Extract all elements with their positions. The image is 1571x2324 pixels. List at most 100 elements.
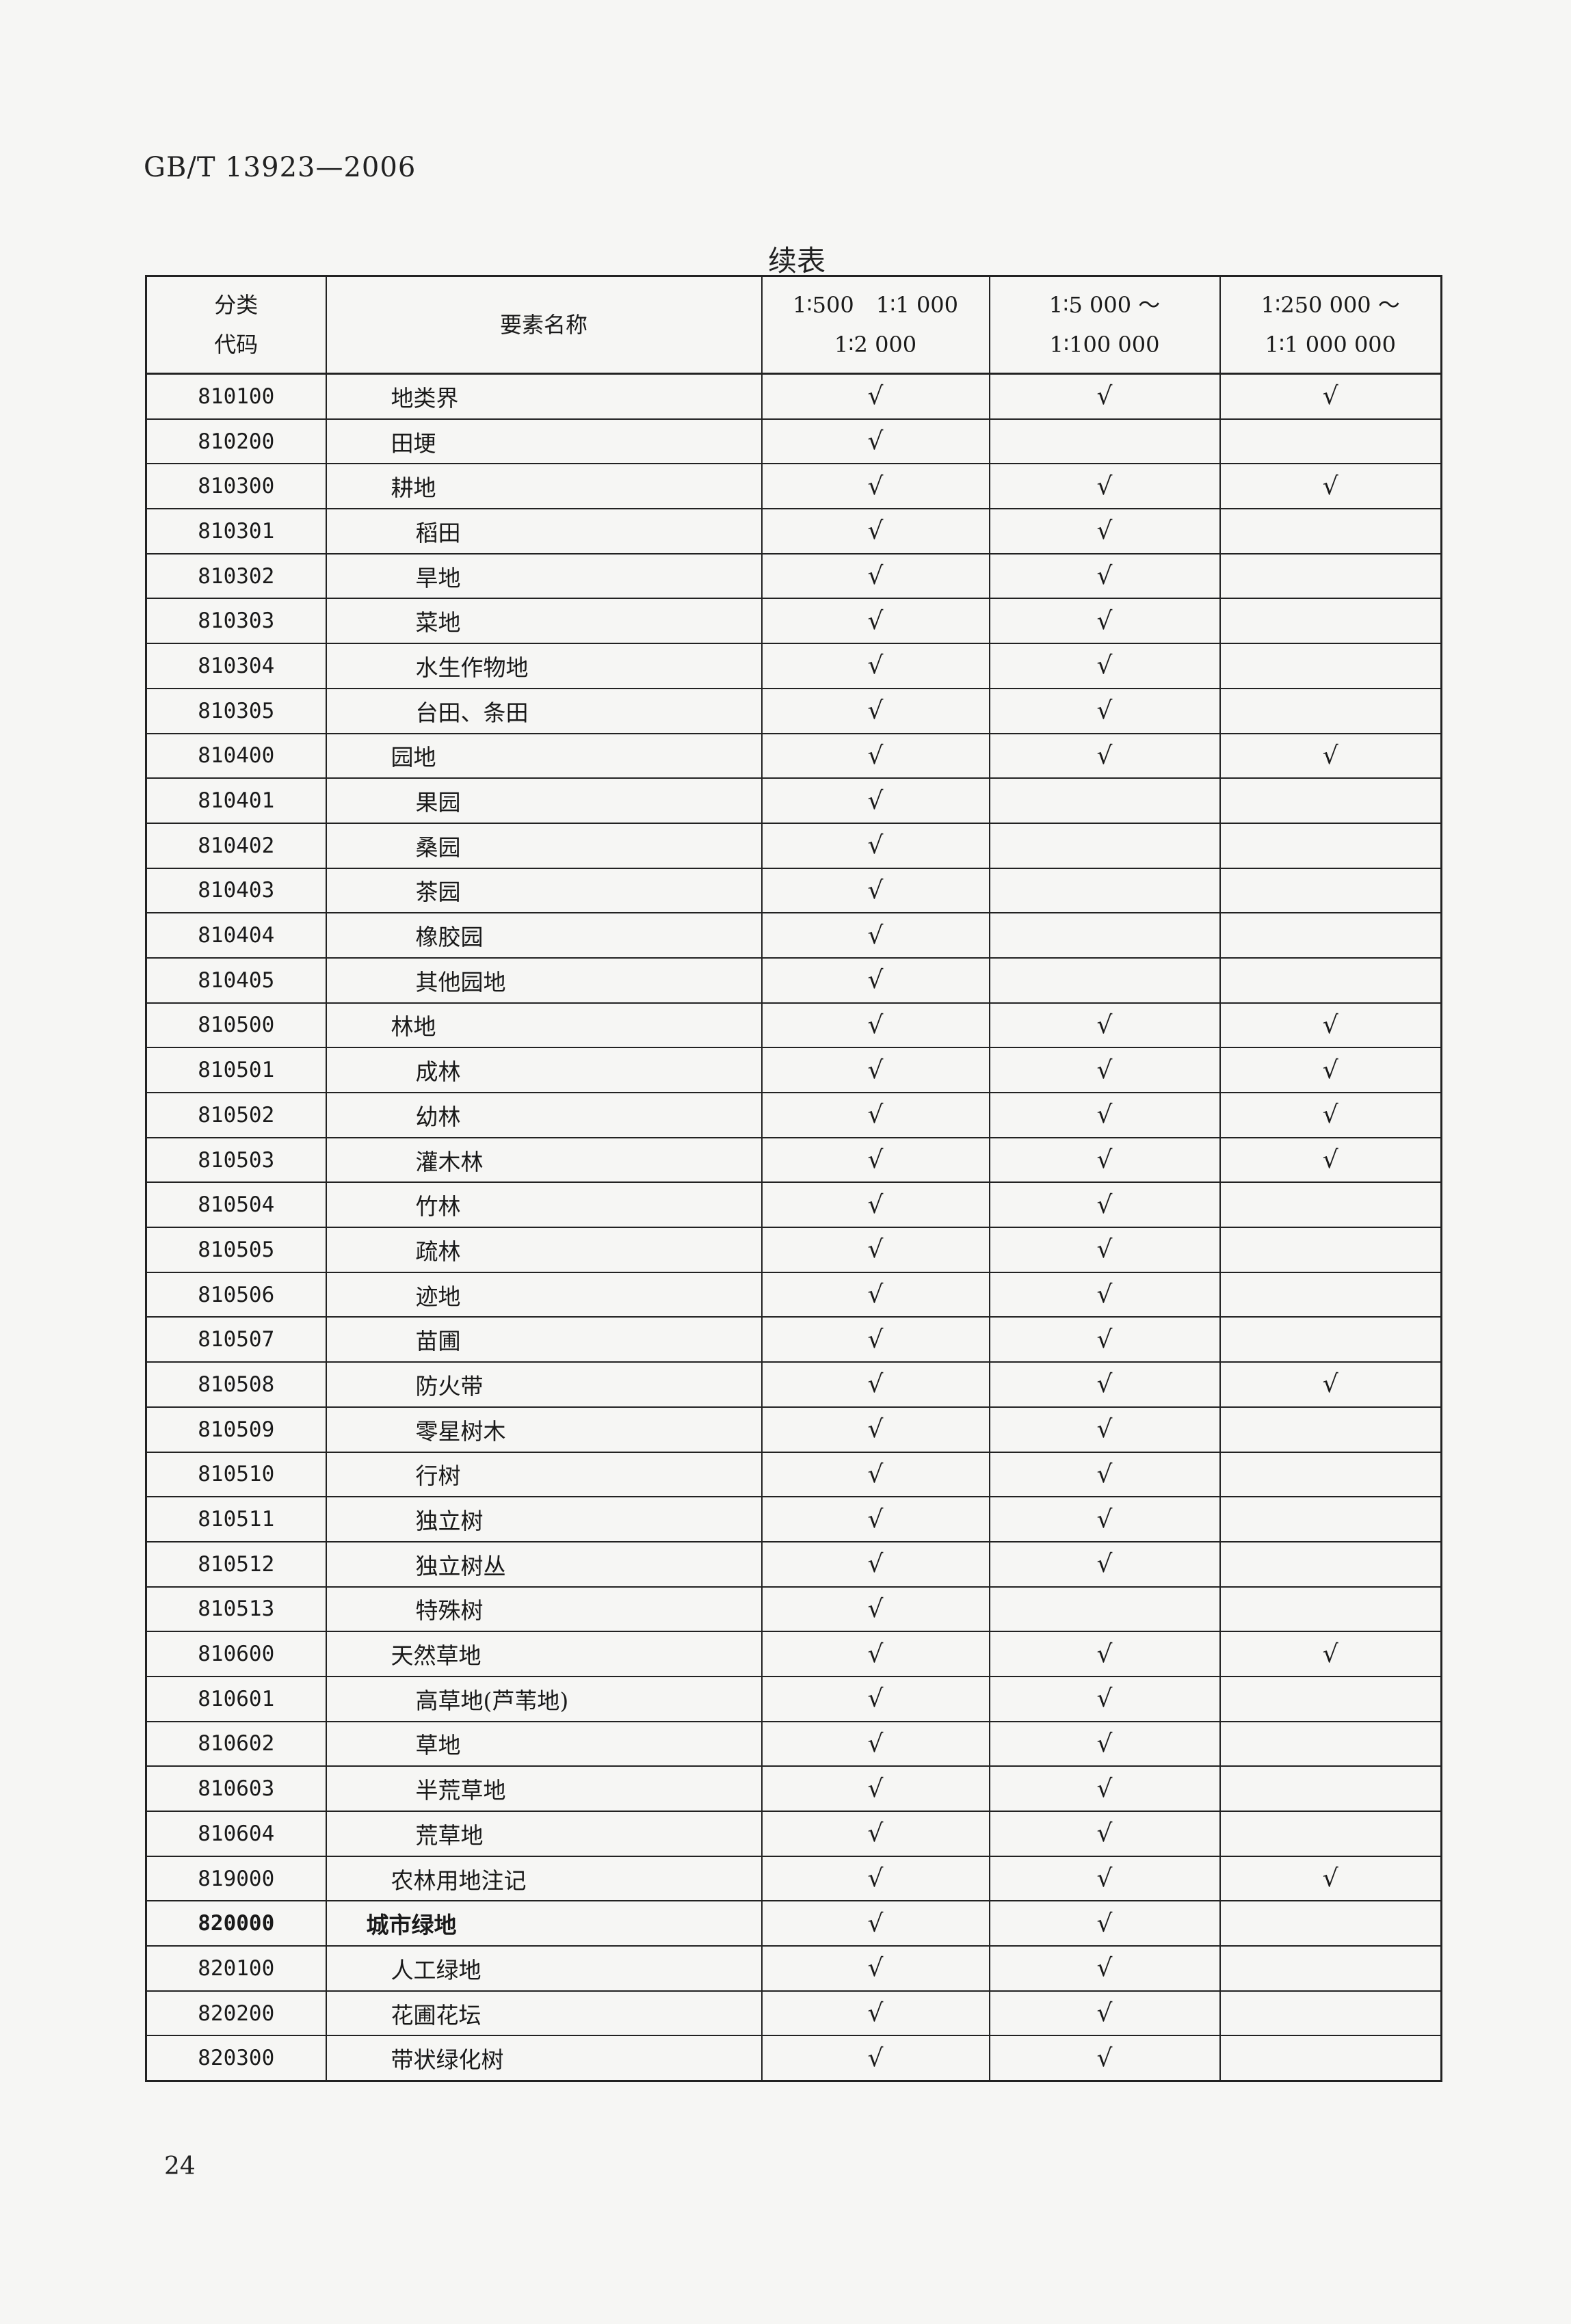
table-row: 810305 台田、条田 √ √ bbox=[145, 687, 1442, 734]
code-cell: 810604 bbox=[145, 1811, 327, 1857]
table-row: 810512 独立树丛 √ √ bbox=[145, 1540, 1442, 1588]
name-cell: 园地 bbox=[325, 732, 763, 779]
code-cell: 810506 bbox=[145, 1271, 327, 1318]
table-row: 810501 成林 √ √ √ bbox=[145, 1047, 1442, 1093]
code-cell: 820200 bbox=[145, 1990, 327, 2037]
mark-scale-large: √ bbox=[761, 1496, 990, 1542]
table-row: 810401 果园 √ bbox=[145, 777, 1442, 824]
mark-scale-medium: √ bbox=[988, 1990, 1221, 2037]
code-cell: 810601 bbox=[145, 1675, 327, 1722]
mark-scale-small bbox=[1219, 1540, 1442, 1588]
code-cell: 810400 bbox=[145, 732, 327, 779]
table-row: 810602 草地 √ √ bbox=[145, 1720, 1442, 1767]
name-cell: 橡胶园 bbox=[325, 912, 763, 959]
mark-scale-large: √ bbox=[761, 418, 990, 465]
name-cell: 人工绿地 bbox=[325, 1945, 763, 1992]
mark-scale-small bbox=[1219, 1496, 1442, 1542]
feature-classification-table: 分类 代码 要素名称 1∶500 1∶1 000 1∶2 000 1∶5 000… bbox=[145, 275, 1442, 2083]
code-cell: 810200 bbox=[145, 418, 327, 465]
mark-scale-medium: √ bbox=[988, 1227, 1221, 1273]
name-cell: 独立树丛 bbox=[325, 1540, 763, 1588]
table-row: 810507 苗圃 √ √ bbox=[145, 1316, 1442, 1363]
name-cell: 防火带 bbox=[325, 1361, 763, 1408]
mark-scale-large: √ bbox=[761, 1092, 990, 1138]
table-header-row: 分类 代码 要素名称 1∶500 1∶1 000 1∶2 000 1∶5 000… bbox=[145, 275, 1442, 375]
mark-scale-small: √ bbox=[1219, 373, 1442, 420]
code-cell: 810501 bbox=[145, 1047, 327, 1093]
mark-scale-large: √ bbox=[761, 463, 990, 510]
mark-scale-small bbox=[1219, 867, 1442, 914]
table-row: 810603 半荒草地 √ √ bbox=[145, 1765, 1442, 1812]
code-cell: 810401 bbox=[145, 777, 327, 824]
code-cell: 810510 bbox=[145, 1451, 327, 1498]
mark-scale-large: √ bbox=[761, 1316, 990, 1363]
header-scale-medium-line2: 1∶100 000 bbox=[1049, 332, 1160, 358]
code-cell: 810303 bbox=[145, 598, 327, 645]
code-cell: 810402 bbox=[145, 822, 327, 869]
mark-scale-medium: √ bbox=[988, 1631, 1221, 1677]
table-body: 810100 地类界 √ √ √ 810200 田埂 √ 810300 耕地 √ √ √ 810301 稻田… bbox=[145, 373, 1442, 2083]
mark-scale-medium: √ bbox=[988, 1765, 1221, 1812]
table-row: 810302 旱地 √ √ bbox=[145, 552, 1442, 600]
mark-scale-large: √ bbox=[761, 867, 990, 914]
mark-scale-medium: √ bbox=[988, 1496, 1221, 1542]
table-row: 810303 菜地 √ √ bbox=[145, 598, 1442, 645]
code-cell: 810500 bbox=[145, 1002, 327, 1049]
table-row: 810509 零星树木 √ √ bbox=[145, 1406, 1442, 1453]
name-cell: 幼林 bbox=[325, 1092, 763, 1138]
mark-scale-medium: √ bbox=[988, 1047, 1221, 1093]
mark-scale-small bbox=[1219, 957, 1442, 1004]
mark-scale-small bbox=[1219, 1720, 1442, 1767]
header-scale-large-line2: 1∶2 000 bbox=[834, 332, 917, 358]
name-cell: 旱地 bbox=[325, 552, 763, 600]
mark-scale-small: √ bbox=[1219, 1361, 1442, 1408]
table-row: 820100 人工绿地 √ √ bbox=[145, 1945, 1442, 1992]
name-cell: 荒草地 bbox=[325, 1811, 763, 1857]
mark-scale-small bbox=[1219, 1990, 1442, 2037]
name-cell: 带状绿化树 bbox=[325, 2035, 763, 2083]
mark-scale-large: √ bbox=[761, 822, 990, 869]
name-cell: 田埂 bbox=[325, 418, 763, 465]
mark-scale-small bbox=[1219, 552, 1442, 600]
mark-scale-small: √ bbox=[1219, 1002, 1442, 1049]
mark-scale-large: √ bbox=[761, 1945, 990, 1992]
table-row: 810100 地类界 √ √ √ bbox=[145, 373, 1442, 420]
code-cell: 810505 bbox=[145, 1227, 327, 1273]
mark-scale-small bbox=[1219, 687, 1442, 734]
mark-scale-medium: √ bbox=[988, 1900, 1221, 1947]
name-cell: 稻田 bbox=[325, 508, 763, 555]
name-cell: 地类界 bbox=[325, 373, 763, 420]
name-cell: 耕地 bbox=[325, 463, 763, 510]
mark-scale-medium: √ bbox=[988, 1811, 1221, 1857]
mark-scale-medium: √ bbox=[988, 687, 1221, 734]
table-row: 820200 花圃花坛 √ √ bbox=[145, 1990, 1442, 2037]
table-row: 820300 带状绿化树 √ √ bbox=[145, 2035, 1442, 2083]
table-row: 810500 林地 √ √ √ bbox=[145, 1002, 1442, 1049]
mark-scale-small bbox=[1219, 912, 1442, 959]
mark-scale-large: √ bbox=[761, 1540, 990, 1588]
header-scale-small-line2: 1∶1 000 000 bbox=[1265, 332, 1397, 358]
code-cell: 820000 bbox=[145, 1900, 327, 1947]
code-cell: 820100 bbox=[145, 1945, 327, 1992]
mark-scale-small: √ bbox=[1219, 463, 1442, 510]
mark-scale-small bbox=[1219, 1765, 1442, 1812]
name-cell: 零星树木 bbox=[325, 1406, 763, 1453]
mark-scale-small bbox=[1219, 822, 1442, 869]
table-row: 810402 桑园 √ bbox=[145, 822, 1442, 869]
mark-scale-small: √ bbox=[1219, 1092, 1442, 1138]
code-cell: 810511 bbox=[145, 1496, 327, 1542]
code-cell: 810504 bbox=[145, 1181, 327, 1229]
table-row: 810503 灌木林 √ √ √ bbox=[145, 1136, 1442, 1184]
mark-scale-small bbox=[1219, 1811, 1442, 1857]
mark-scale-medium: √ bbox=[988, 1406, 1221, 1453]
mark-scale-large: √ bbox=[761, 1271, 990, 1318]
mark-scale-medium: √ bbox=[988, 552, 1221, 600]
table-row: 810404 橡胶园 √ bbox=[145, 912, 1442, 959]
mark-scale-small bbox=[1219, 1316, 1442, 1363]
standard-id: GB/T 13923—2006 bbox=[144, 152, 417, 183]
table-row: 810513 特殊树 √ bbox=[145, 1586, 1442, 1633]
name-cell: 独立树 bbox=[325, 1496, 763, 1542]
header-name: 要素名称 bbox=[325, 275, 763, 375]
mark-scale-large: √ bbox=[761, 777, 990, 824]
code-cell: 810507 bbox=[145, 1316, 327, 1363]
